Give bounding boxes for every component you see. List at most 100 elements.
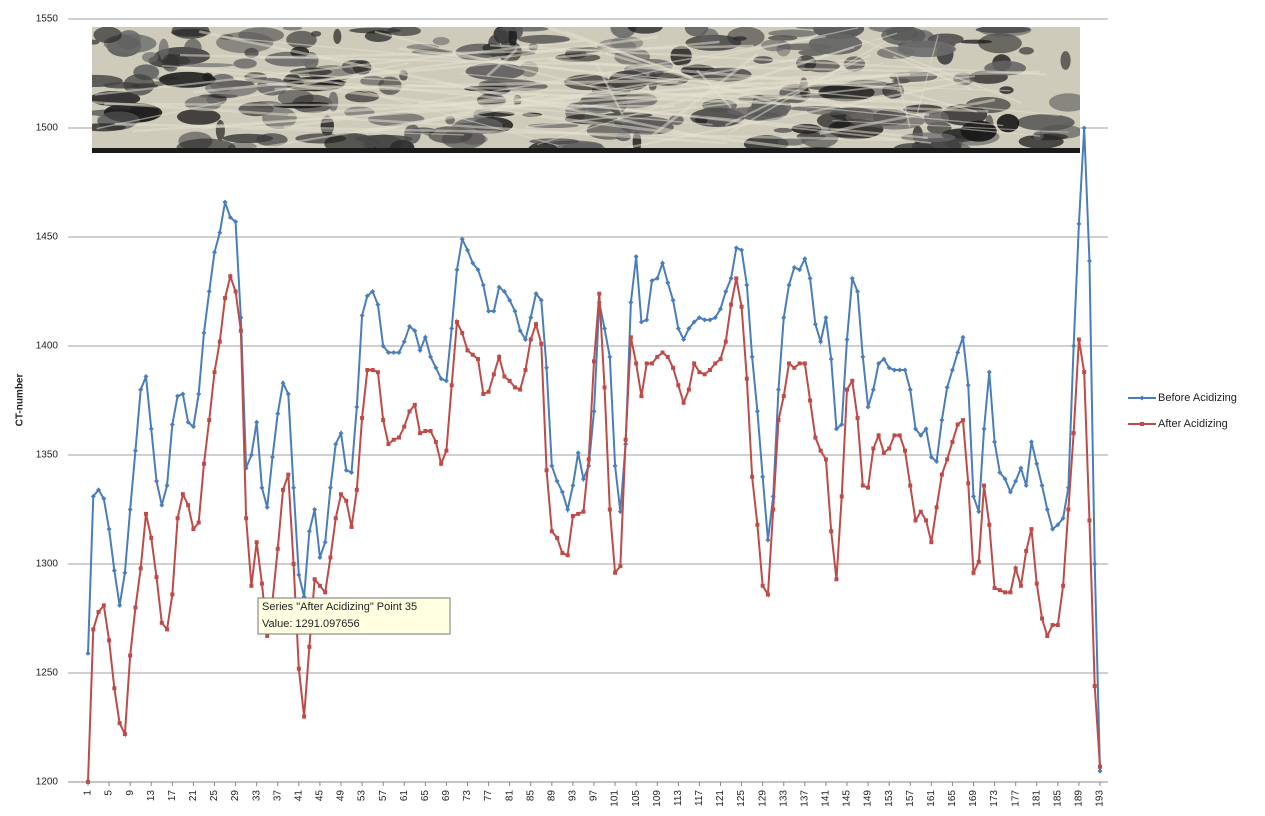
marker bbox=[254, 540, 259, 545]
marker bbox=[712, 315, 718, 321]
marker bbox=[407, 409, 412, 414]
core-vein bbox=[536, 32, 898, 146]
core-vein bbox=[651, 52, 759, 137]
marker bbox=[385, 350, 391, 356]
marker bbox=[939, 417, 945, 423]
marker bbox=[628, 335, 633, 340]
marker bbox=[412, 328, 418, 334]
x-tick-label: 13 bbox=[146, 790, 157, 802]
marker bbox=[850, 378, 855, 383]
marker bbox=[834, 577, 839, 582]
marker bbox=[1002, 476, 1008, 482]
marker bbox=[876, 360, 882, 366]
x-tick-label: 81 bbox=[504, 790, 515, 802]
marker bbox=[212, 370, 217, 375]
core-vein bbox=[961, 128, 1041, 137]
marker bbox=[913, 518, 918, 523]
core-grain bbox=[768, 29, 818, 38]
marker bbox=[491, 308, 497, 314]
marker bbox=[1008, 590, 1013, 595]
core-grain bbox=[627, 27, 663, 34]
core-vein bbox=[96, 62, 409, 130]
tooltip: Series "After Acidizing" Point 35 Value:… bbox=[257, 597, 451, 635]
marker bbox=[718, 306, 723, 312]
marker bbox=[654, 275, 660, 281]
marker bbox=[960, 418, 965, 423]
marker bbox=[476, 357, 481, 362]
marker bbox=[560, 551, 565, 556]
marker bbox=[523, 367, 528, 372]
marker bbox=[175, 393, 181, 399]
y-tick-label: 1500 bbox=[36, 123, 59, 134]
marker bbox=[143, 511, 148, 516]
x-tick-label: 21 bbox=[188, 790, 199, 802]
x-tick-label: 125 bbox=[736, 790, 747, 807]
marker bbox=[949, 367, 955, 373]
marker bbox=[797, 267, 803, 273]
core-grain bbox=[244, 47, 259, 58]
x-tick-label: 77 bbox=[483, 790, 494, 802]
marker bbox=[259, 581, 264, 586]
marker bbox=[281, 487, 286, 492]
x-tick-label: 17 bbox=[167, 790, 178, 802]
marker bbox=[649, 278, 655, 284]
core-grain bbox=[795, 27, 831, 30]
marker bbox=[307, 644, 312, 649]
marker bbox=[733, 245, 739, 251]
marker bbox=[438, 376, 444, 382]
marker bbox=[987, 522, 992, 527]
core-grain bbox=[732, 36, 747, 41]
core-grain bbox=[518, 34, 570, 44]
x-tick-label: 137 bbox=[799, 790, 810, 807]
marker bbox=[343, 467, 349, 473]
marker bbox=[217, 339, 222, 344]
legend-marker bbox=[1140, 422, 1144, 426]
marker bbox=[928, 454, 934, 460]
marker bbox=[132, 448, 138, 454]
marker bbox=[644, 317, 650, 323]
marker bbox=[559, 489, 565, 495]
core-grain bbox=[178, 63, 235, 68]
marker bbox=[1039, 483, 1045, 489]
marker bbox=[322, 539, 328, 545]
marker bbox=[787, 361, 792, 366]
marker bbox=[1050, 526, 1056, 532]
marker bbox=[754, 408, 760, 414]
marker bbox=[802, 256, 808, 262]
marker bbox=[465, 348, 470, 353]
marker bbox=[686, 387, 691, 392]
marker bbox=[291, 485, 297, 491]
marker bbox=[676, 383, 681, 388]
marker bbox=[570, 514, 575, 519]
core-grain bbox=[93, 27, 122, 44]
marker bbox=[107, 638, 112, 643]
marker bbox=[760, 583, 765, 588]
marker bbox=[807, 275, 813, 281]
marker bbox=[333, 441, 339, 447]
marker bbox=[675, 326, 681, 332]
marker bbox=[791, 265, 797, 271]
marker bbox=[233, 219, 239, 225]
marker bbox=[512, 385, 517, 390]
marker bbox=[433, 365, 439, 371]
x-tick-label: 113 bbox=[673, 790, 684, 806]
marker bbox=[665, 280, 671, 286]
marker bbox=[517, 328, 523, 334]
marker bbox=[117, 721, 122, 726]
marker bbox=[618, 564, 623, 569]
core-grain bbox=[123, 74, 155, 96]
x-tick-label: 157 bbox=[905, 790, 916, 807]
core-vein bbox=[372, 93, 548, 134]
marker bbox=[818, 339, 824, 345]
marker bbox=[765, 537, 771, 543]
marker bbox=[702, 317, 708, 323]
x-tick-label: 109 bbox=[652, 790, 663, 807]
marker bbox=[692, 361, 697, 366]
marker bbox=[423, 429, 428, 434]
x-tick-label: 149 bbox=[863, 790, 874, 807]
marker bbox=[201, 461, 206, 466]
marker bbox=[765, 592, 770, 597]
marker bbox=[544, 468, 549, 473]
marker bbox=[818, 448, 823, 453]
marker bbox=[1055, 623, 1060, 628]
